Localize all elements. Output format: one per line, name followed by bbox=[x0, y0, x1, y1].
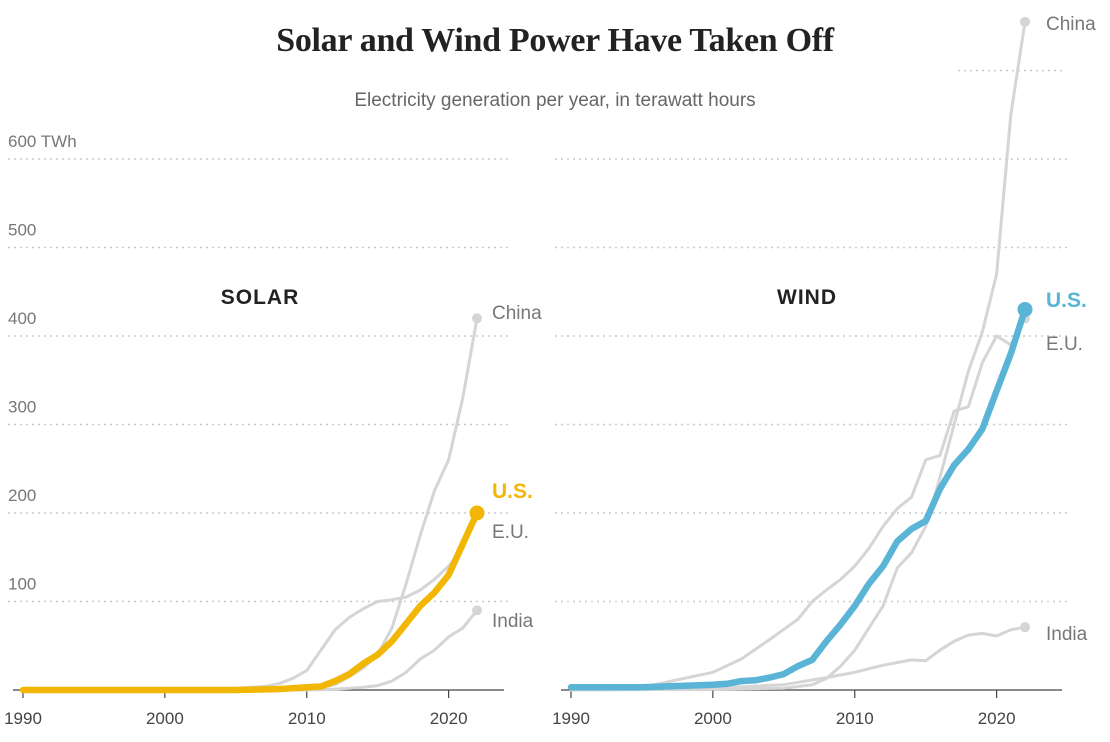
solar-us-line bbox=[19, 509, 481, 694]
solar-eu-label: E.U. bbox=[492, 522, 529, 543]
chart-subtitle: Electricity generation per year, in tera… bbox=[354, 90, 756, 111]
solar-xtick-label: 2000 bbox=[146, 709, 184, 728]
wind-china-endpoint bbox=[1020, 16, 1030, 27]
solar-ytick-label: 100 bbox=[8, 575, 36, 594]
wind-xtick-label: 2020 bbox=[978, 709, 1016, 728]
solar-india-endpoint bbox=[472, 605, 482, 616]
solar-us-endpoint bbox=[469, 505, 485, 521]
solar-panel-title: SOLAR bbox=[221, 286, 300, 309]
solar-ytick-label: 200 bbox=[8, 486, 36, 505]
solar-ytick-label: 600 TWh bbox=[8, 132, 77, 151]
wind-xtick-label: 2000 bbox=[694, 709, 732, 728]
solar-china-line bbox=[21, 316, 479, 692]
solar-us-label: U.S. bbox=[492, 480, 533, 503]
wind-panel-title: WIND bbox=[777, 286, 837, 309]
series-layer bbox=[19, 16, 1033, 694]
wind-xtick-label: 1990 bbox=[552, 709, 590, 728]
label-layer: 100 200 300 400 500 600 TWh 1990 2000 2010 2020 SO… bbox=[4, 14, 1096, 728]
wind-us-endpoint bbox=[1017, 301, 1033, 317]
wind-china-label: China bbox=[1046, 14, 1096, 35]
wind-china-line bbox=[569, 20, 1027, 692]
grid-layer bbox=[8, 69, 1070, 603]
solar-china-endpoint bbox=[472, 313, 482, 324]
wind-us-line bbox=[567, 306, 1029, 691]
wind-eu-line bbox=[569, 316, 1027, 692]
solar-india-label: India bbox=[492, 611, 534, 632]
solar-ytick-label: 300 bbox=[8, 398, 36, 417]
solar-india-line bbox=[21, 608, 479, 692]
solar-china-label: China bbox=[492, 303, 542, 324]
chart-title: Solar and Wind Power Have Taken Off bbox=[276, 22, 834, 59]
wind-india-label: India bbox=[1046, 624, 1088, 645]
solar-xtick-label: 2010 bbox=[288, 709, 326, 728]
solar-xtick-label: 2020 bbox=[430, 709, 468, 728]
wind-india-endpoint bbox=[1020, 622, 1030, 633]
wind-xtick-label: 2010 bbox=[836, 709, 874, 728]
solar-xtick-label: 1990 bbox=[4, 709, 42, 728]
wind-eu-label: E.U. bbox=[1046, 334, 1083, 355]
solar-ytick-label: 500 bbox=[8, 221, 36, 240]
wind-us-label: U.S. bbox=[1046, 289, 1087, 312]
wind-india-line bbox=[569, 625, 1027, 692]
solar-ytick-label: 400 bbox=[8, 309, 36, 328]
